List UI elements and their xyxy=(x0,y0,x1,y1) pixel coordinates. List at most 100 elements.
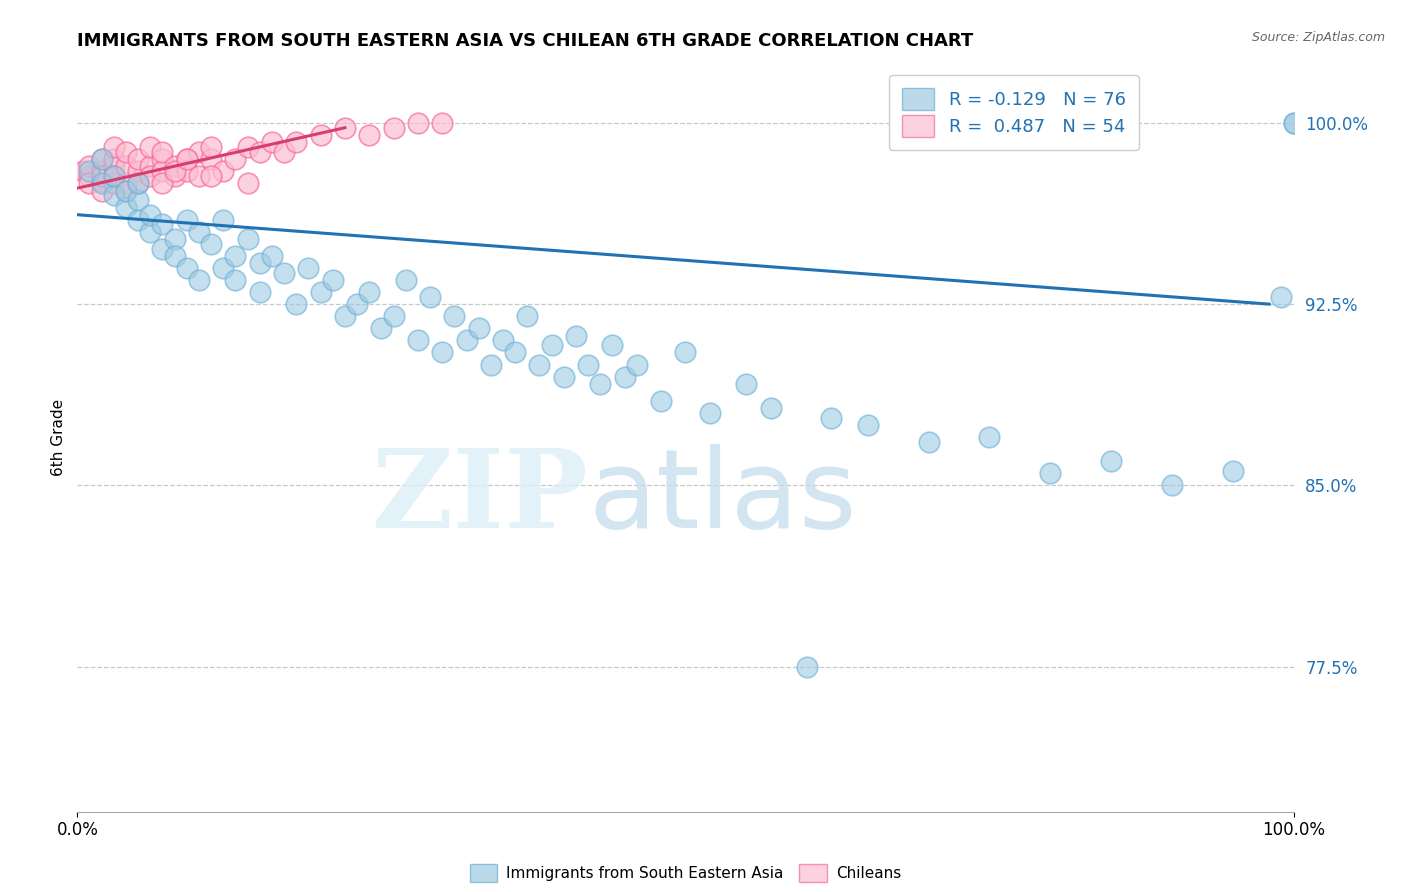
Point xyxy=(176,212,198,227)
Point xyxy=(249,145,271,159)
Point xyxy=(456,334,478,348)
Point xyxy=(309,285,332,299)
Point xyxy=(1282,116,1305,130)
Point xyxy=(152,242,174,256)
Point xyxy=(103,140,125,154)
Point xyxy=(430,116,453,130)
Point xyxy=(115,145,138,159)
Point xyxy=(540,338,562,352)
Point xyxy=(176,152,198,166)
Point xyxy=(200,140,222,154)
Point xyxy=(370,321,392,335)
Point xyxy=(176,260,198,275)
Point xyxy=(90,152,112,166)
Point xyxy=(492,334,515,348)
Point xyxy=(613,369,636,384)
Point xyxy=(382,310,405,324)
Point xyxy=(479,358,502,372)
Point xyxy=(285,297,308,311)
Point xyxy=(735,376,758,391)
Point xyxy=(103,169,125,183)
Point xyxy=(565,328,588,343)
Point xyxy=(212,212,235,227)
Point xyxy=(127,212,149,227)
Point xyxy=(675,345,697,359)
Point xyxy=(1099,454,1122,468)
Point xyxy=(188,225,211,239)
Point xyxy=(589,376,612,391)
Point xyxy=(152,176,174,190)
Text: atlas: atlas xyxy=(588,443,856,550)
Point xyxy=(115,184,138,198)
Point xyxy=(359,285,381,299)
Point xyxy=(152,164,174,178)
Point xyxy=(152,152,174,166)
Point xyxy=(72,164,94,178)
Point xyxy=(406,334,429,348)
Point xyxy=(127,164,149,178)
Point xyxy=(529,358,551,372)
Point xyxy=(90,164,112,178)
Point xyxy=(103,188,125,202)
Point xyxy=(443,310,465,324)
Point xyxy=(699,406,721,420)
Point xyxy=(516,310,538,324)
Point xyxy=(260,249,283,263)
Point xyxy=(139,169,162,183)
Point xyxy=(212,164,235,178)
Point xyxy=(103,176,125,190)
Point xyxy=(406,116,429,130)
Point xyxy=(224,152,246,166)
Point xyxy=(176,152,198,166)
Point xyxy=(1282,116,1305,130)
Point xyxy=(163,164,186,178)
Point xyxy=(139,225,162,239)
Point xyxy=(103,152,125,166)
Point xyxy=(79,164,101,178)
Point xyxy=(139,140,162,154)
Text: Source: ZipAtlas.com: Source: ZipAtlas.com xyxy=(1251,31,1385,45)
Point xyxy=(90,176,112,190)
Point xyxy=(79,160,101,174)
Point xyxy=(297,260,319,275)
Point xyxy=(90,174,112,188)
Point xyxy=(115,201,138,215)
Point xyxy=(188,169,211,183)
Point xyxy=(176,164,198,178)
Point xyxy=(115,176,138,190)
Point xyxy=(79,169,101,183)
Point xyxy=(236,176,259,190)
Point xyxy=(759,401,782,415)
Point xyxy=(139,160,162,174)
Point xyxy=(163,169,186,183)
Y-axis label: 6th Grade: 6th Grade xyxy=(51,399,66,475)
Point xyxy=(503,345,526,359)
Point xyxy=(576,358,599,372)
Legend: Immigrants from South Eastern Asia, Chileans: Immigrants from South Eastern Asia, Chil… xyxy=(463,857,908,889)
Point xyxy=(249,256,271,270)
Point xyxy=(419,290,441,304)
Point xyxy=(602,338,624,352)
Point xyxy=(260,135,283,149)
Point xyxy=(90,169,112,183)
Point xyxy=(79,176,101,190)
Point xyxy=(395,273,418,287)
Point xyxy=(1270,290,1292,304)
Point xyxy=(1039,467,1062,481)
Point xyxy=(200,236,222,251)
Point xyxy=(90,152,112,166)
Point xyxy=(127,152,149,166)
Point xyxy=(796,659,818,673)
Point xyxy=(309,128,332,142)
Point xyxy=(467,321,489,335)
Point xyxy=(382,120,405,135)
Point xyxy=(333,120,356,135)
Text: IMMIGRANTS FROM SOUTH EASTERN ASIA VS CHILEAN 6TH GRADE CORRELATION CHART: IMMIGRANTS FROM SOUTH EASTERN ASIA VS CH… xyxy=(77,32,973,50)
Point xyxy=(430,345,453,359)
Point xyxy=(115,160,138,174)
Point xyxy=(553,369,575,384)
Point xyxy=(1222,464,1244,478)
Point xyxy=(212,260,235,275)
Point xyxy=(346,297,368,311)
Point xyxy=(322,273,344,287)
